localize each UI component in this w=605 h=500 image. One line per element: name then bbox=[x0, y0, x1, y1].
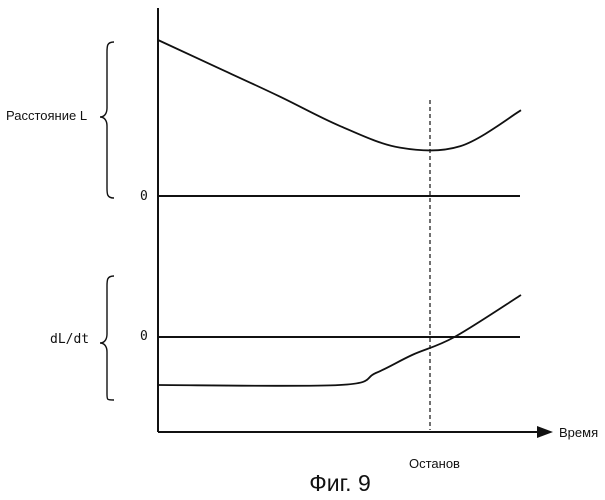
brace-top bbox=[100, 42, 114, 198]
brace-bottom bbox=[100, 276, 114, 400]
x-axis-arrow bbox=[537, 426, 553, 438]
stop-label: Останов bbox=[409, 456, 460, 471]
time-axis-label: Время bbox=[559, 425, 598, 440]
derivative-curve bbox=[158, 295, 521, 386]
distance-axis-label: Расстояние L bbox=[6, 108, 87, 123]
distance-curve bbox=[158, 40, 521, 150]
derivative-axis-label: dL/dt bbox=[50, 332, 89, 347]
figure-caption: Фиг. 9 bbox=[0, 470, 605, 497]
zero-label-bottom: 0 bbox=[140, 329, 148, 344]
zero-label-top: 0 bbox=[140, 189, 148, 204]
